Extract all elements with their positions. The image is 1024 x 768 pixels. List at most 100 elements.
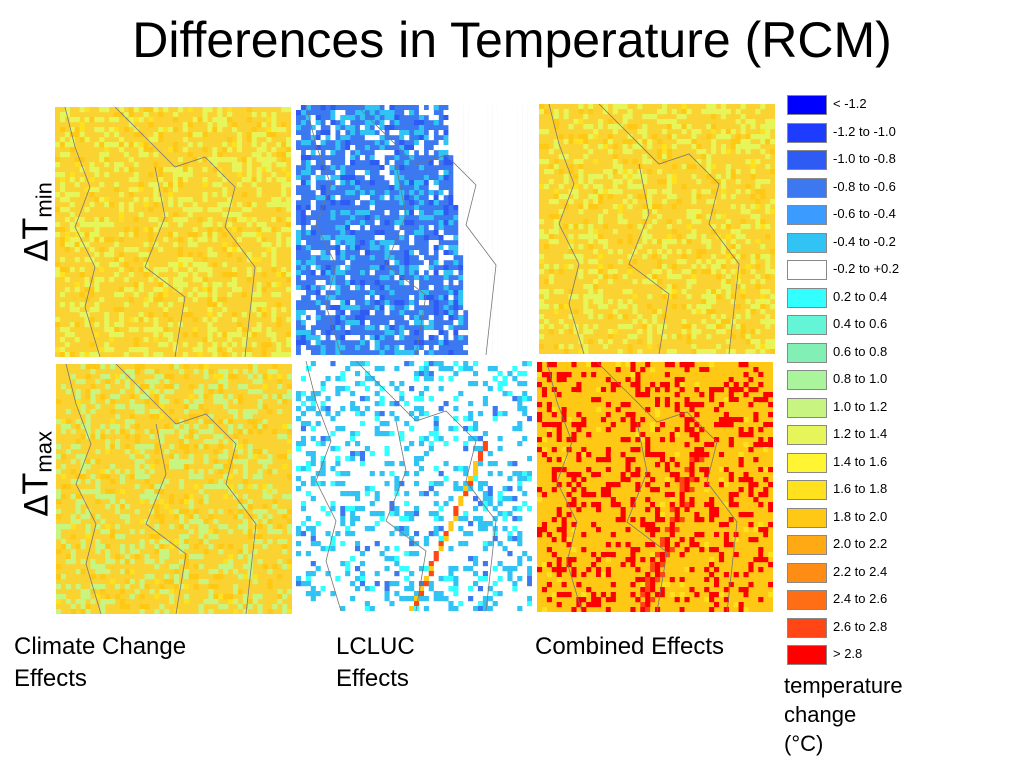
- map-cell: [627, 334, 633, 340]
- map-cell: [95, 569, 101, 575]
- map-cell: [477, 305, 484, 311]
- map-cell: [267, 524, 273, 530]
- map-cell: [197, 252, 203, 258]
- map-cell: [212, 317, 218, 323]
- map-cell: [64, 107, 70, 113]
- map-cell: [237, 429, 244, 435]
- map-cell: [310, 451, 316, 457]
- map-cell: [105, 429, 111, 435]
- map-cell: [134, 384, 140, 390]
- map-cell: [720, 144, 727, 150]
- map-cell: [118, 192, 125, 198]
- map-cell: [310, 115, 316, 121]
- country-borders: [305, 361, 497, 611]
- map-cell: [350, 456, 356, 462]
- map-cell: [414, 195, 420, 201]
- map-cell: [637, 224, 643, 230]
- map-cell: [359, 581, 366, 587]
- map-cell: [158, 177, 164, 183]
- map-cell: [271, 132, 277, 138]
- map-cell: [558, 154, 564, 160]
- map-cell: [443, 285, 449, 291]
- map-cell: [374, 411, 380, 417]
- map-cell: [735, 229, 741, 235]
- map-cell: [468, 481, 474, 487]
- map-cell: [418, 340, 425, 346]
- map-cell: [706, 244, 712, 250]
- map-cell: [661, 314, 668, 320]
- map-cell: [642, 324, 648, 330]
- map-cell: [578, 119, 584, 125]
- map-cell: [642, 174, 648, 180]
- map-cell: [477, 155, 484, 161]
- map-cell: [178, 559, 185, 565]
- map-cell: [384, 305, 390, 311]
- map-cell: [203, 369, 209, 375]
- map-cell: [661, 154, 668, 160]
- map-cell: [129, 404, 135, 410]
- map-cell: [458, 295, 464, 301]
- map-cell: [266, 242, 272, 248]
- map-cell: [517, 406, 523, 412]
- map-cell: [218, 594, 224, 600]
- map-cell: [755, 224, 761, 230]
- map-cell: [770, 319, 775, 325]
- map-cell: [492, 280, 498, 286]
- map-cell: [443, 115, 449, 121]
- map-cell: [492, 130, 498, 136]
- map-cell: [69, 302, 75, 308]
- map-cell: [272, 429, 278, 435]
- map-cell: [458, 140, 464, 146]
- map-cell: [443, 245, 449, 251]
- map-cell: [686, 249, 692, 255]
- map-cell: [477, 120, 484, 126]
- map-cell: [696, 129, 702, 135]
- map-cell: [276, 317, 282, 323]
- map-cell: [217, 227, 223, 233]
- map-cell: [164, 399, 170, 405]
- map-cell: [153, 297, 159, 303]
- map-cell: [468, 305, 474, 311]
- map-cell: [241, 312, 247, 318]
- map-cell: [272, 469, 278, 475]
- map-cell: [418, 125, 425, 131]
- map-cell: [144, 604, 150, 610]
- map-cell: [178, 444, 185, 450]
- map-cell: [60, 594, 67, 600]
- map-cell: [642, 179, 648, 185]
- map-cell: [335, 180, 341, 186]
- map-cell: [448, 350, 454, 355]
- map-cell: [79, 137, 85, 143]
- map-cell: [453, 130, 459, 136]
- map-cell: [90, 389, 96, 395]
- map-cell: [144, 394, 150, 400]
- map-cell: [598, 289, 604, 295]
- map-cell: [300, 330, 307, 336]
- map-cell: [246, 162, 252, 168]
- map-cell: [583, 324, 589, 330]
- map-cell: [183, 509, 189, 515]
- map-cell: [404, 145, 410, 151]
- map-cell: [612, 329, 618, 335]
- map-cell: [115, 439, 121, 445]
- map-cell: [95, 449, 101, 455]
- map-cell: [720, 149, 727, 155]
- map-cell: [374, 220, 380, 226]
- map-cell: [335, 140, 341, 146]
- map-cell: [286, 242, 291, 248]
- map-cell: [241, 337, 247, 343]
- map-cell: [637, 144, 643, 150]
- map-cell: [266, 202, 272, 208]
- map-cell: [335, 285, 341, 291]
- map-cell: [213, 519, 219, 525]
- map-cell: [477, 270, 484, 276]
- map-cell: [114, 307, 120, 313]
- map-cell: [74, 157, 80, 163]
- map-cell: [374, 581, 380, 587]
- map-cell: [89, 232, 95, 238]
- map-cell: [95, 379, 101, 385]
- map-cell: [281, 272, 287, 278]
- map-cell: [468, 200, 474, 206]
- map-cell: [143, 252, 149, 258]
- map-cell: [463, 305, 469, 311]
